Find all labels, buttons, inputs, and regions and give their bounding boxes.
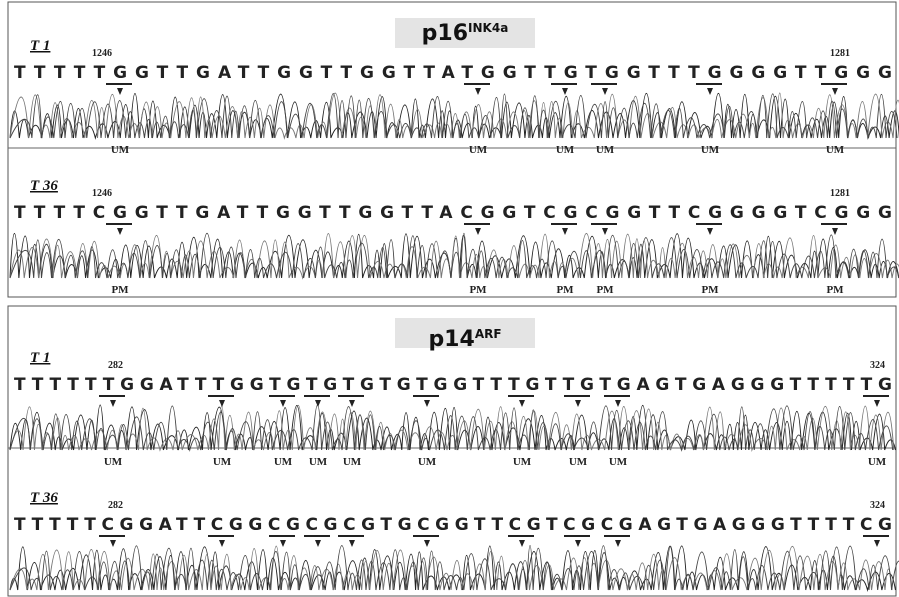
methylation-label: UM <box>868 456 887 468</box>
methylation-label: UM <box>309 456 328 468</box>
arrow <box>832 88 838 95</box>
methylation-label: UM <box>111 144 130 156</box>
methylation-label: PM <box>469 284 487 296</box>
position-number: 1246 <box>92 188 112 199</box>
arrow <box>615 540 621 547</box>
arrow <box>280 400 286 407</box>
track-label: T 1 <box>30 350 50 366</box>
arrow <box>475 88 481 95</box>
arrow <box>219 400 225 407</box>
position-number: 324 <box>870 360 885 371</box>
track-label: T 36 <box>30 490 58 506</box>
methylation-label: UM <box>418 456 437 468</box>
arrow <box>615 400 621 407</box>
methylation-label: PM <box>826 284 844 296</box>
arrow <box>349 400 355 407</box>
position-number: 324 <box>870 500 885 511</box>
chromatogram-trace <box>10 94 897 138</box>
methylation-label: UM <box>701 144 720 156</box>
methylation-label: UM <box>513 456 532 468</box>
methylation-label: PM <box>556 284 574 296</box>
arrow <box>349 540 355 547</box>
arrow <box>519 400 525 407</box>
arrow <box>475 228 481 235</box>
arrow <box>562 88 568 95</box>
methylation-label: UM <box>609 456 628 468</box>
arrow <box>575 540 581 547</box>
arrow <box>110 400 116 407</box>
position-number: 1281 <box>830 48 850 59</box>
figure: p16INK4a T 1 1246 1281 TTTTTGGTTGATTGGTTGGTT… <box>0 0 899 597</box>
arrow <box>117 88 123 95</box>
arrow <box>707 88 713 95</box>
track-label: T 1 <box>30 38 50 54</box>
methylation-label: PM <box>701 284 719 296</box>
track-label: T 36 <box>30 178 58 194</box>
methylation-label: UM <box>556 144 575 156</box>
arrow <box>874 540 880 547</box>
arrow <box>315 400 321 407</box>
sequence: TTTTCGGTTGATTGGTTGGTTACGGTCGCGGTTCGGGGTC… <box>14 203 892 223</box>
arrow <box>832 228 838 235</box>
arrow <box>562 228 568 235</box>
methylation-label: UM <box>569 456 588 468</box>
arrow <box>519 540 525 547</box>
arrow <box>280 540 286 547</box>
arrow <box>315 540 321 547</box>
methylation-label: UM <box>104 456 123 468</box>
methylation-label: UM <box>469 144 488 156</box>
arrow <box>424 400 430 407</box>
sequence: TTTTTCGGATTCGGCGCGCGTGCGGTTCGTCGCGAGTGAG… <box>14 515 892 535</box>
position-number: 282 <box>108 500 123 511</box>
arrow <box>110 540 116 547</box>
arrow <box>874 400 880 407</box>
arrow <box>575 400 581 407</box>
methylation-label: PM <box>111 284 129 296</box>
methylation-label: UM <box>596 144 615 156</box>
arrow <box>707 228 713 235</box>
arrow <box>602 88 608 95</box>
panel-title: p14ARF <box>428 327 501 352</box>
title-superscript: INK4a <box>468 21 508 35</box>
position-number: 282 <box>108 360 123 371</box>
arrow <box>117 228 123 235</box>
title-superscript: ARF <box>475 327 502 341</box>
sequence: TTTTTTGGATTTGGTGTGTGTGTGGTTTGTTGTGAGTGAG… <box>14 375 892 395</box>
methylation-label: UM <box>826 144 845 156</box>
methylation-label: UM <box>213 456 232 468</box>
position-number: 1281 <box>830 188 850 199</box>
methylation-label: PM <box>596 284 614 296</box>
methylation-label: UM <box>274 456 293 468</box>
methylation-label: UM <box>343 456 362 468</box>
arrow <box>424 540 430 547</box>
title-main: p16 <box>422 21 468 46</box>
position-number: 1246 <box>92 48 112 59</box>
arrow <box>602 228 608 235</box>
title-main: p14 <box>428 327 474 352</box>
arrow <box>219 540 225 547</box>
sequence: TTTTTGGTTGATTGGTTGGTTATGGTTGTGGTTTGGGGTT… <box>14 63 892 83</box>
